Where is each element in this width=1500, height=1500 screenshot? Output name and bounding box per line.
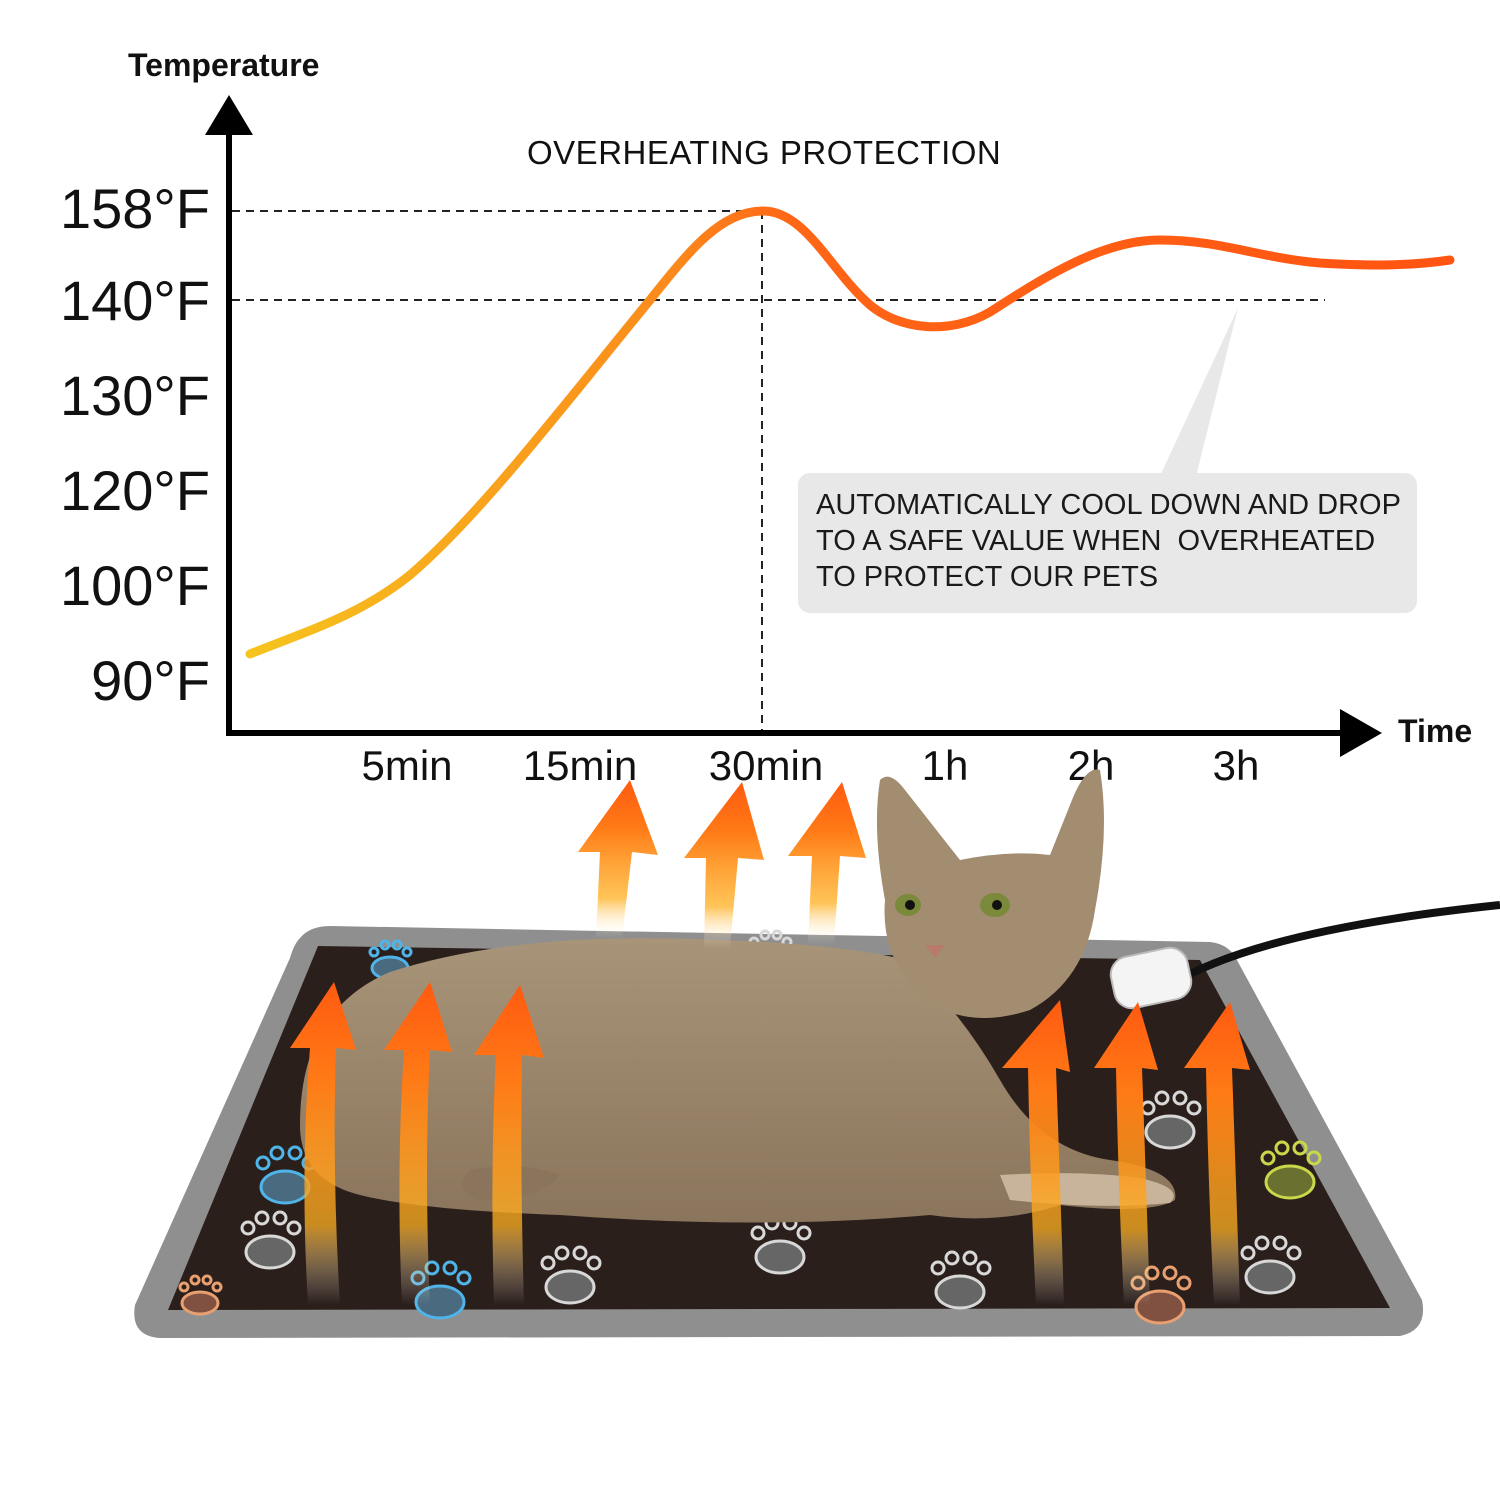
heated-mat-illustration — [134, 769, 1500, 1338]
y-tick-label: 90°F — [91, 649, 210, 712]
callout-line: AUTOMATICALLY COOL DOWN AND DROP — [816, 489, 1401, 521]
y-tick-label: 100°F — [60, 554, 210, 617]
paw-print-icon — [540, 1245, 602, 1305]
paw-print-icon — [750, 1215, 812, 1275]
overheat-callout: AUTOMATICALLY COOL DOWN AND DROP TO A SA… — [798, 473, 1417, 613]
paw-print-icon — [178, 1274, 223, 1316]
chart-title: OVERHEATING PROTECTION — [527, 134, 1001, 171]
x-tick-label: 30min — [709, 742, 823, 789]
paw-print-icon — [1260, 1140, 1322, 1200]
heat-arrow-icon — [290, 982, 356, 1305]
heat-arrow-icon — [1184, 1002, 1250, 1305]
y-tick-label: 130°F — [60, 364, 210, 427]
y-tick-labels: 158°F 140°F 130°F 120°F 100°F 90°F — [60, 177, 210, 712]
x-tick-label: 1h — [922, 742, 969, 789]
callout-line: TO PROTECT OUR PETS — [816, 561, 1159, 593]
x-tick-label: 3h — [1213, 742, 1260, 789]
paw-print-icon — [1240, 1235, 1302, 1295]
temperature-curve — [245, 206, 1455, 659]
y-tick-label: 158°F — [60, 177, 210, 240]
cat-nose — [925, 945, 945, 958]
heat-arrow-icon — [384, 982, 452, 1305]
heat-arrow-icon — [684, 782, 764, 948]
heat-arrow-icon — [578, 780, 658, 938]
heat-arrow-icon — [1002, 1000, 1070, 1305]
cat-pupil — [992, 900, 1002, 910]
power-plug-icon — [1109, 946, 1193, 1010]
x-tick-labels: 5min 15min 30min 1h 2h 3h — [361, 742, 1259, 789]
y-tick-label: 120°F — [60, 459, 210, 522]
cat-pupil — [905, 900, 915, 910]
x-axis-arrow-icon — [1340, 709, 1382, 757]
y-tick-label: 140°F — [60, 269, 210, 332]
paw-prints — [178, 929, 1322, 1325]
reference-lines — [232, 210, 1325, 730]
heat-arrow-icon — [1094, 1002, 1158, 1305]
power-cord — [1167, 901, 1500, 989]
heat-arrows — [290, 780, 1250, 1305]
paw-print-icon — [1140, 1090, 1202, 1150]
y-axis-arrow-icon — [205, 95, 253, 135]
x-axis-label: Time — [1398, 713, 1472, 749]
heat-arrow-icon — [474, 985, 544, 1305]
x-tick-label: 5min — [361, 742, 452, 789]
heat-arrow-icon — [788, 782, 866, 944]
paw-print-icon — [240, 1210, 302, 1270]
y-axis-label: Temperature — [128, 47, 319, 83]
callout-line: TO A SAFE VALUE WHEN OVERHEATED — [816, 525, 1376, 557]
axes — [205, 95, 1382, 757]
callout-pointer — [1160, 308, 1238, 476]
paw-print-icon — [930, 1250, 992, 1310]
x-tick-label: 15min — [523, 742, 637, 789]
